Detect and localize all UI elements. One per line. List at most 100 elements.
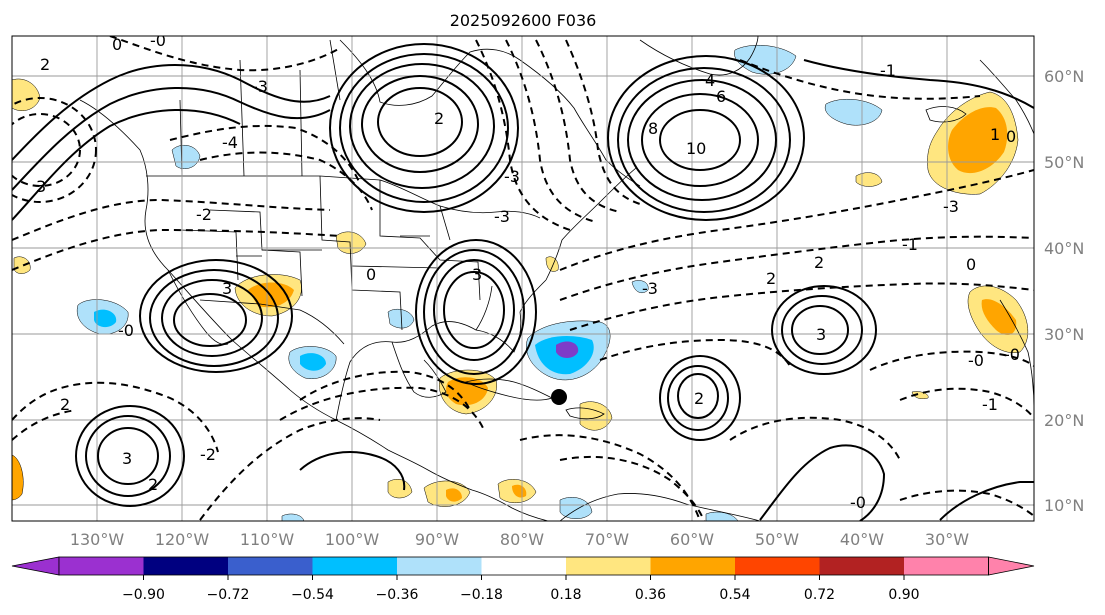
contour-atlantic-1	[559, 169, 1034, 271]
contour-high-pacific-3	[75, 405, 185, 507]
contour-low-pacific-nw-2	[12, 97, 97, 203]
border-state-4	[262, 205, 451, 269]
contour-high-hudson-1	[377, 87, 463, 157]
cool-anomaly-pacific-core	[94, 309, 117, 328]
coastline-south-america	[559, 493, 761, 521]
contour-label: 2	[694, 389, 704, 408]
warm-anomaly-small-6	[387, 479, 413, 499]
contour-gulf-1	[299, 370, 471, 411]
contour-label: 3	[816, 325, 826, 344]
cool-anomaly-south-2	[705, 511, 739, 521]
coastline-greenland	[639, 36, 759, 76]
contour-label: -0	[850, 493, 866, 512]
colorbar-tick-label: 0.72	[804, 587, 835, 603]
contour-high-atlantic-3	[627, 79, 777, 201]
contour-high-hudson-5	[329, 43, 519, 213]
contour-trough-ne-1	[475, 39, 571, 231]
contour-label: 3	[222, 279, 232, 298]
contour-caribbean-low-2	[899, 489, 1034, 517]
contour-label: 8	[648, 119, 658, 138]
coastline-iceland	[925, 106, 967, 123]
contour-high-mid-atlantic-3	[771, 285, 877, 375]
strong-cool-anomaly	[556, 341, 579, 358]
warm-anomaly-small-3-core	[446, 488, 462, 502]
border-state-3	[379, 180, 481, 301]
lon-label: 60°W	[670, 530, 714, 549]
contour-label: -3	[494, 207, 510, 226]
colorbar-right-extend	[988, 556, 1035, 576]
contour-high-atlantic-2	[641, 93, 759, 187]
contour-trough-ne-2	[505, 39, 597, 223]
contour-label: 2	[60, 395, 70, 414]
contour-label: 0	[966, 255, 976, 274]
cool-anomaly-florida	[387, 309, 415, 329]
cool-anomaly-south	[559, 497, 593, 519]
contour-south-west-2	[12, 409, 77, 441]
lon-label: 120°W	[155, 530, 210, 549]
contour-high-se-us-2	[433, 259, 515, 361]
contour-label: 4	[705, 71, 715, 90]
colorbar-tick-label: −0.54	[291, 587, 334, 603]
contour-label: -2	[196, 205, 212, 224]
contour-high-caribbean-2	[667, 365, 729, 431]
contour-trough-ne-3	[535, 39, 621, 213]
colorbar-tick-label: 0.54	[719, 587, 750, 603]
contour-atlantic-5	[869, 350, 1034, 371]
contour-high-caribbean-3	[659, 355, 741, 441]
colorbar-tick-label: 0.36	[635, 587, 666, 603]
contour-label: 3	[122, 449, 132, 468]
contour-label: 2	[148, 475, 158, 494]
cool-anomaly-south-3	[281, 513, 305, 521]
latitude-labels: 60°N 50°N 40°N 30°N 20°N 10°N	[1044, 67, 1084, 515]
contour-south-3	[199, 417, 381, 521]
contour-label: -1	[982, 395, 998, 414]
colorbar-segment	[650, 557, 735, 575]
colorbar-left-extend	[11, 556, 60, 576]
contour-trough-north-1	[109, 36, 341, 72]
contour-label: 2	[766, 269, 776, 288]
colorbar-segment	[566, 557, 651, 575]
contour-high-hudson-2	[361, 75, 479, 173]
contour-high-mid-atlantic-1	[791, 305, 849, 355]
lon-label: 100°W	[325, 530, 380, 549]
lon-label: 90°W	[415, 530, 459, 549]
contour-trough-ne-4	[565, 39, 641, 205]
contour-high-mexico-3	[149, 269, 279, 367]
border-canada-provinces	[179, 39, 341, 177]
coastline-yucatan	[391, 341, 447, 398]
contour-label: -3	[504, 167, 520, 186]
contour-atlantic-6	[899, 387, 1034, 419]
contour-label: -0	[1004, 345, 1020, 364]
contour-label: -3	[252, 77, 268, 96]
solid-contours	[12, 43, 1034, 521]
border-us-canada	[146, 175, 541, 219]
cool-anomaly-atlantic-north	[824, 98, 883, 126]
colorbar-segment	[143, 557, 228, 575]
contour-label: 2	[434, 109, 444, 128]
lon-label: 130°W	[70, 530, 125, 549]
contour-south-west-1	[12, 381, 219, 453]
contour-high-hudson-3	[349, 63, 495, 189]
contour-south-1	[299, 451, 406, 491]
contour-label: -1	[902, 235, 918, 254]
coastline-hispaniola	[565, 407, 605, 420]
cool-anomaly-gulf-core	[300, 353, 326, 371]
lat-label: 60°N	[1044, 67, 1084, 86]
contour-label: 3	[36, 177, 46, 196]
warm-anomaly-small-7	[13, 256, 31, 274]
warm-anomaly-north-atlantic-core	[948, 107, 1008, 174]
contour-high-atlantic-4	[617, 67, 791, 213]
colorbar-tick-label: −0.18	[460, 587, 503, 603]
contour-high-se-us-3	[423, 249, 525, 375]
contour-caribbean-low-1	[729, 416, 901, 461]
colorbar-segment	[819, 557, 904, 575]
lat-label: 30°N	[1044, 325, 1084, 344]
contour-low-pacific-nw	[12, 113, 81, 187]
lon-label: 40°W	[840, 530, 884, 549]
contour-high-se-us-1	[443, 271, 505, 349]
storm-center-marker	[551, 389, 567, 405]
coastline-north-america-west	[79, 99, 549, 521]
map-frame	[11, 35, 1035, 522]
colorbar-tick-label: −0.90	[122, 587, 165, 603]
contour-high-pacific-2	[85, 415, 171, 497]
